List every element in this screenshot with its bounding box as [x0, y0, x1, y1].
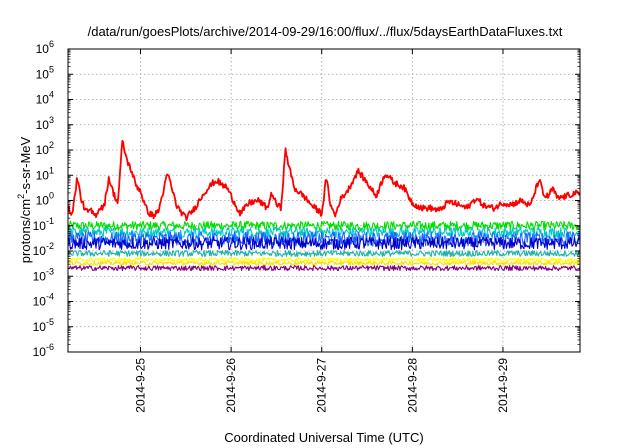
- y-axis-label-rest: -s-sr-MeV: [18, 136, 33, 193]
- x-tick-label: 2014-9-26: [224, 358, 238, 413]
- y-tick-base: 10: [33, 295, 47, 309]
- series-line-7: [67, 260, 581, 266]
- y-tick-label: 100: [36, 191, 54, 208]
- series-line-0: [67, 139, 581, 222]
- x-tick-label: 2014-9-27: [315, 358, 329, 413]
- y-tick-exponent: -5: [46, 317, 54, 327]
- y-axis-label-superscript: 2: [16, 194, 26, 199]
- series-line-8: [67, 265, 581, 272]
- y-tick-label: 10-5: [33, 317, 54, 334]
- y-tick-exponent: 1: [49, 165, 54, 175]
- grid-lines: [68, 49, 580, 352]
- x-axis-label: Coordinated Universal Time (UTC): [224, 430, 423, 445]
- y-tick-base: 10: [33, 269, 47, 283]
- series-line-2: [67, 226, 581, 238]
- y-tick-base: 10: [36, 168, 50, 182]
- y-tick-exponent: -6: [46, 342, 54, 352]
- y-tick-label: 10-3: [33, 266, 54, 283]
- y-tick-exponent: -1: [46, 216, 54, 226]
- series-line-6: [67, 257, 581, 263]
- x-tick-label: 2014-9-25: [133, 358, 147, 413]
- y-tick-base: 10: [36, 93, 50, 107]
- y-tick-base: 10: [33, 345, 47, 359]
- y-tick-exponent: 2: [49, 140, 54, 150]
- y-tick-base: 10: [33, 219, 47, 233]
- y-tick-exponent: 3: [49, 115, 54, 125]
- y-tick-exponent: 4: [49, 90, 54, 100]
- series-layer: [67, 139, 581, 272]
- y-axis-ticks: 10-610-510-410-310-210-11001011021031041…: [33, 39, 580, 359]
- y-tick-base: 10: [36, 118, 50, 132]
- y-tick-base: 10: [33, 320, 47, 334]
- y-tick-label: 102: [36, 140, 54, 157]
- chart-title: /data/run/goesPlots/archive/2014-09-29/1…: [88, 24, 563, 39]
- y-tick-base: 10: [36, 143, 50, 157]
- y-tick-label: 105: [36, 64, 54, 81]
- y-tick-exponent: -2: [46, 241, 54, 251]
- y-axis-label-main: protons/cm: [18, 199, 33, 263]
- y-tick-base: 10: [36, 67, 50, 81]
- y-tick-label: 10-1: [33, 216, 54, 233]
- y-axis-label: protons/cm2-s-sr-MeV: [16, 136, 33, 263]
- y-tick-label: 101: [36, 165, 54, 182]
- y-tick-label: 10-6: [33, 342, 54, 359]
- x-axis-ticks: 2014-9-25 2014-9-26 2014-9-27 2014-9-28 2014…: [133, 49, 510, 413]
- y-tick-base: 10: [33, 244, 47, 258]
- y-tick-label: 10-4: [33, 292, 54, 309]
- y-tick-exponent: -4: [46, 292, 54, 302]
- x-tick-label: 2014-9-28: [405, 358, 419, 413]
- y-tick-label: 104: [36, 90, 54, 107]
- series-line-1: [67, 220, 581, 231]
- y-tick-exponent: 6: [49, 39, 54, 49]
- y-tick-exponent: -3: [46, 266, 54, 276]
- y-tick-label: 10-2: [33, 241, 54, 258]
- series-line-5: [67, 249, 581, 258]
- x-tick-label: 2014-9-29: [496, 358, 510, 413]
- y-tick-label: 106: [36, 39, 54, 56]
- y-tick-exponent: 0: [49, 191, 54, 201]
- series-line-4: [67, 236, 581, 251]
- y-tick-base: 10: [36, 42, 50, 56]
- y-tick-base: 10: [36, 194, 50, 208]
- y-tick-label: 103: [36, 115, 54, 132]
- y-tick-exponent: 5: [49, 64, 54, 74]
